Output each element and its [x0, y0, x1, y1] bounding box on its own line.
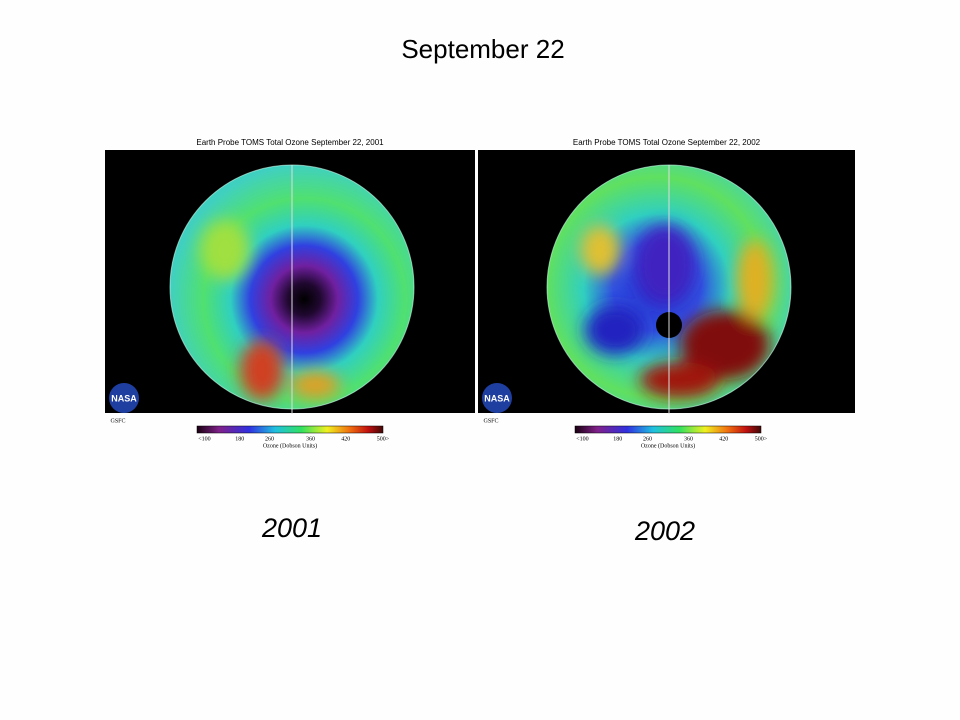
globe-outline: [546, 164, 792, 410]
ozone-blob: [290, 371, 340, 399]
ozone-blob: [585, 305, 645, 355]
image-title: Earth Probe TOMS Total Ozone September 2…: [573, 138, 761, 147]
panels: Earth Probe TOMS Total Ozone September 2…: [105, 138, 855, 546]
panel: Earth Probe TOMS Total Ozone September 2…: [105, 138, 475, 543]
ozone-blob: [640, 362, 720, 398]
globe-features: [580, 225, 773, 398]
globe-features: [200, 220, 340, 400]
org-label: GSFC: [110, 418, 125, 424]
org-label: GSFC: [483, 418, 498, 424]
ozone-blob: [200, 220, 250, 280]
logo-badge: [482, 383, 512, 413]
colorbar-tick-label: 180: [613, 436, 622, 442]
colorbar-label: Ozone (Dobson Units): [641, 442, 695, 449]
colorbar-tick-label: 500>: [377, 436, 390, 442]
slide-title: September 22: [401, 34, 564, 64]
ozone-blob: [680, 310, 770, 380]
colorbar-tick-label: <100: [576, 436, 588, 442]
logo-badge: [109, 383, 139, 413]
ozone-blob: [580, 225, 620, 275]
colorbar-tick-label: 500>: [755, 436, 768, 442]
ozone-blob: [240, 340, 284, 400]
panel: Earth Probe TOMS Total Ozone September 2…: [478, 138, 855, 546]
colorbar-tick-label: 180: [235, 436, 244, 442]
colorbar-tick-label: <100: [198, 436, 210, 442]
image-title: Earth Probe TOMS Total Ozone September 2…: [196, 138, 384, 147]
caption: 2002: [634, 516, 695, 546]
colorbar-tick-label: 420: [719, 436, 728, 442]
colorbar-tick-label: 360: [306, 436, 315, 442]
colorbar: [574, 425, 762, 434]
globe-outline: [169, 164, 415, 410]
logo-text: NASA: [484, 393, 510, 403]
colorbar: [196, 425, 384, 434]
colorbar-tick-label: 360: [684, 436, 693, 442]
logo-text: NASA: [111, 393, 137, 403]
colorbar-tick-label: 260: [265, 436, 274, 442]
ozone-blob: [635, 225, 695, 305]
colorbar-tick-label: 260: [643, 436, 652, 442]
colorbar-label: Ozone (Dobson Units): [263, 442, 317, 449]
ozone-blob: [737, 240, 773, 320]
colorbar-tick-label: 420: [341, 436, 350, 442]
caption: 2001: [261, 513, 322, 543]
